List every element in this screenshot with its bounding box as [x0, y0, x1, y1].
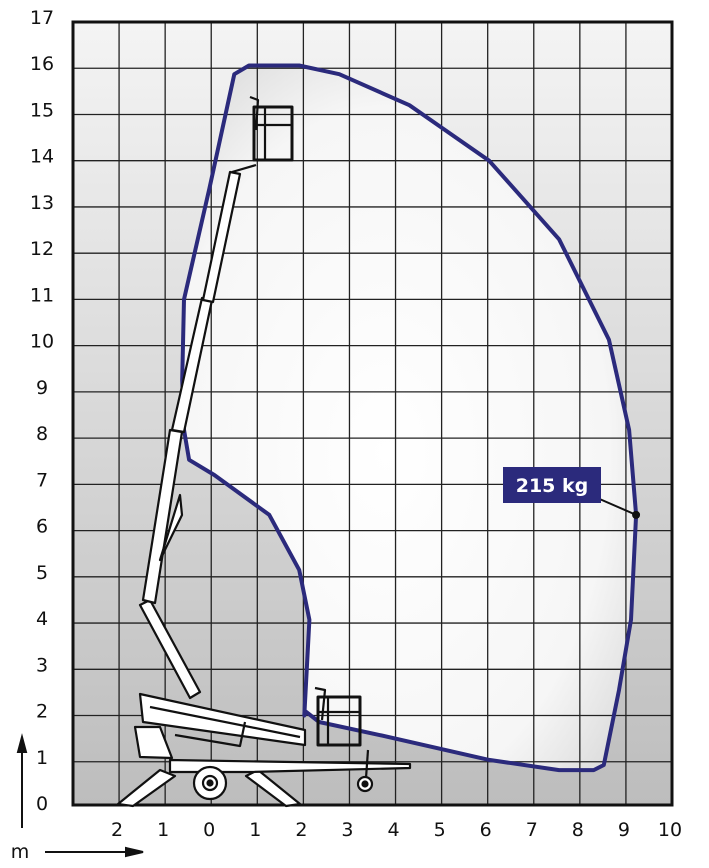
y-tick-label: 8 [36, 423, 48, 445]
y-tick-label: 15 [30, 99, 54, 121]
plot-frame [71, 20, 674, 807]
y-tick-label: 14 [30, 146, 54, 168]
boom-lift-illustration [116, 95, 412, 808]
y-tick-label: 3 [36, 654, 48, 676]
x-tick-label: 2 [111, 819, 123, 841]
raised-basket [252, 105, 294, 162]
y-tick-label: 9 [36, 377, 48, 399]
x-tick-label: 10 [658, 819, 682, 841]
turret-base [133, 725, 174, 760]
load-callout: 215 kg [503, 467, 641, 519]
right-arrow-head [125, 846, 144, 858]
y-tick-label: 12 [30, 238, 54, 260]
axis-arrows [16, 733, 144, 858]
y-tick-label: 1 [36, 747, 48, 769]
x-tick-label: 0 [203, 819, 215, 841]
y-tick-label: 11 [30, 284, 54, 306]
x-tick-label: 9 [618, 819, 630, 841]
working-envelope-fill [182, 65, 637, 771]
load-label: 215 kg [516, 475, 589, 497]
load-marker-point [632, 510, 641, 519]
leader-line [594, 496, 637, 516]
x-tick-label: 2 [295, 819, 307, 841]
y-tick-label: 0 [36, 793, 48, 815]
x-tick-label: 1 [157, 819, 169, 841]
x-tick-label: 1 [249, 819, 261, 841]
y-tick-label: 10 [30, 331, 54, 353]
stowed-basket [316, 695, 362, 747]
y-tick-label: 4 [36, 608, 48, 630]
x-tick-label: 8 [572, 819, 584, 841]
y-tick-label: 13 [30, 192, 54, 214]
chassis [168, 758, 412, 774]
y-tick-label: 7 [36, 469, 48, 491]
y-tick-label: 5 [36, 562, 48, 584]
outrigger-left [116, 768, 177, 808]
upper-boom-3 [201, 170, 242, 304]
x-tick-label: 5 [434, 819, 446, 841]
x-axis-ticks: 2 1 0 1 2 3 4 5 6 7 8 9 10 [111, 819, 682, 841]
stowed-boom [138, 692, 307, 747]
unit-label: m [11, 841, 30, 863]
up-arrow-head [16, 733, 28, 753]
load-label-box [503, 467, 601, 503]
outrigger-right [244, 768, 302, 808]
x-tick-label: 4 [387, 819, 399, 841]
y-tick-label: 6 [36, 516, 48, 538]
y-tick-label: 17 [30, 7, 54, 29]
x-tick-label: 6 [480, 819, 492, 841]
x-tick-label: 7 [526, 819, 538, 841]
working-envelope-line [180, 63, 639, 773]
y-tick-label: 2 [36, 701, 48, 723]
y-tick-label: 16 [30, 53, 54, 75]
x-tick-label: 3 [341, 819, 353, 841]
